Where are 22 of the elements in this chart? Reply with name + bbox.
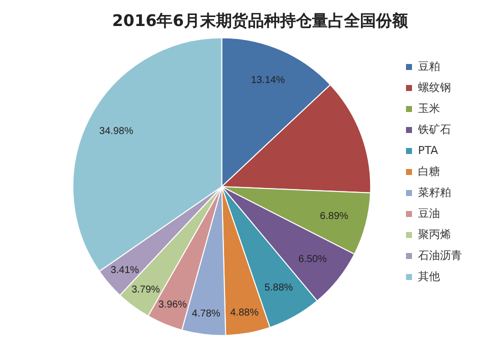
legend-label: 豆油	[418, 206, 440, 220]
legend-label: 菜籽粕	[418, 186, 451, 199]
data-label: 13.14%	[250, 74, 285, 86]
data-label: 6.89%	[320, 210, 348, 222]
legend-label: 石油沥青	[418, 248, 462, 262]
legend-label: 豆粕	[418, 60, 440, 73]
legend-label: 玉米	[418, 102, 440, 115]
data-label: 5.88%	[264, 282, 293, 294]
data-label: 3.41%	[110, 264, 140, 276]
data-label: 3.96%	[158, 300, 187, 311]
legend-label: 铁矿石	[417, 122, 451, 136]
data-label: 4.88%	[230, 307, 259, 318]
data-label: 4.78%	[192, 308, 220, 320]
legend-label: 螺纹钢	[418, 80, 451, 94]
data-label: 34.98%	[99, 126, 134, 138]
legend-label: 白糖	[418, 164, 440, 178]
data-label: 6.50%	[298, 254, 327, 265]
legend-label: 聚丙烯	[418, 228, 451, 241]
legend-label: PTA	[418, 144, 438, 157]
data-label: 3.79%	[132, 284, 160, 296]
legend-label: 其他	[418, 270, 440, 283]
chart-title: 2016年6月末期货品种持仓量占全国份额	[112, 10, 409, 30]
